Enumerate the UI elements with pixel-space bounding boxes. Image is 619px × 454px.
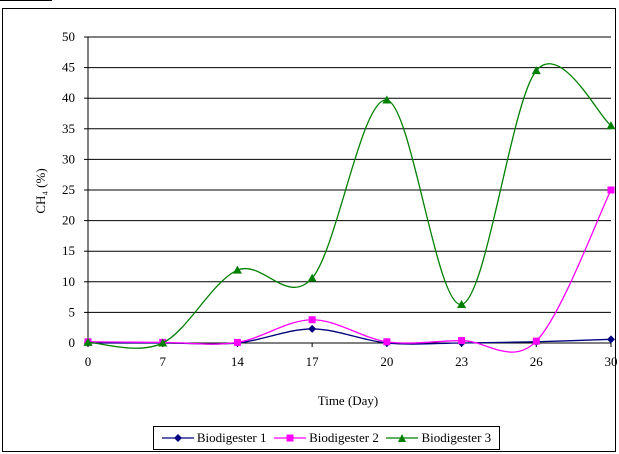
data-point bbox=[607, 335, 615, 344]
legend-label-biodigester-2: Biodigester 2 bbox=[309, 430, 379, 445]
y-tick-label: 50 bbox=[62, 29, 75, 44]
series-1-marker-icon bbox=[161, 434, 194, 442]
x-tick-label: 23 bbox=[455, 354, 468, 369]
y-axis-title: CH₄ (%) bbox=[33, 168, 48, 213]
data-point bbox=[457, 299, 467, 308]
data-point bbox=[458, 337, 466, 345]
series-2-marker-icon bbox=[274, 434, 307, 442]
axes: 0 5 10 15 20 25 30 35 40 45 50 0 7 14 17 20 23 26 30 bbox=[62, 29, 618, 369]
x-tick-label: 7 bbox=[159, 354, 166, 369]
series-3 bbox=[83, 63, 616, 349]
data-point bbox=[307, 273, 317, 282]
y-tick-label: 10 bbox=[62, 274, 75, 289]
y-tick-label: 25 bbox=[62, 182, 75, 197]
data-point bbox=[308, 324, 317, 333]
y-tick-label: 20 bbox=[62, 213, 75, 228]
legend: Biodigester 1 Biodigester 2 Biodigester … bbox=[153, 426, 500, 450]
chart-frame bbox=[2, 8, 616, 452]
x-tick-label: 0 bbox=[85, 354, 92, 369]
y-tick-label: 30 bbox=[62, 151, 75, 166]
series-3-marker-icon bbox=[386, 434, 419, 442]
x-tick-label: 20 bbox=[380, 354, 393, 369]
data-point bbox=[83, 337, 93, 346]
data-point bbox=[532, 337, 540, 345]
data-point bbox=[233, 338, 241, 346]
series-line bbox=[87, 63, 612, 349]
y-tick-label: 5 bbox=[69, 304, 76, 319]
series-group bbox=[83, 63, 616, 353]
series-2 bbox=[84, 186, 615, 353]
x-axis-title: Time (Day) bbox=[318, 393, 379, 408]
series-line bbox=[87, 189, 612, 353]
legend-label-biodigester-3: Biodigester 3 bbox=[421, 430, 492, 445]
legend-item-biodigester-2: Biodigester 2 bbox=[274, 430, 379, 446]
y-tick-label: 40 bbox=[62, 90, 75, 105]
y-tick-label: 0 bbox=[69, 335, 76, 350]
y-tick-label: 35 bbox=[62, 121, 75, 136]
legend-item-biodigester-1: Biodigester 1 bbox=[161, 430, 267, 446]
data-point bbox=[531, 66, 541, 75]
x-tick-label: 14 bbox=[231, 354, 245, 369]
data-point bbox=[232, 265, 242, 274]
data-point bbox=[158, 338, 168, 347]
legend-item-biodigester-3: Biodigester 3 bbox=[386, 430, 491, 446]
x-tick-label: 26 bbox=[530, 354, 544, 369]
top-border-fragment bbox=[0, 0, 52, 1]
data-point bbox=[382, 95, 392, 104]
legend-label-biodigester-1: Biodigester 1 bbox=[196, 430, 267, 445]
x-tick-label: 17 bbox=[306, 354, 320, 369]
data-point bbox=[383, 338, 391, 346]
y-tick-label: 15 bbox=[62, 243, 75, 258]
data-point bbox=[606, 121, 616, 130]
x-tick-label: 30 bbox=[605, 354, 618, 369]
y-tick-label: 45 bbox=[62, 60, 75, 75]
data-point bbox=[308, 316, 316, 324]
data-point bbox=[607, 186, 615, 194]
